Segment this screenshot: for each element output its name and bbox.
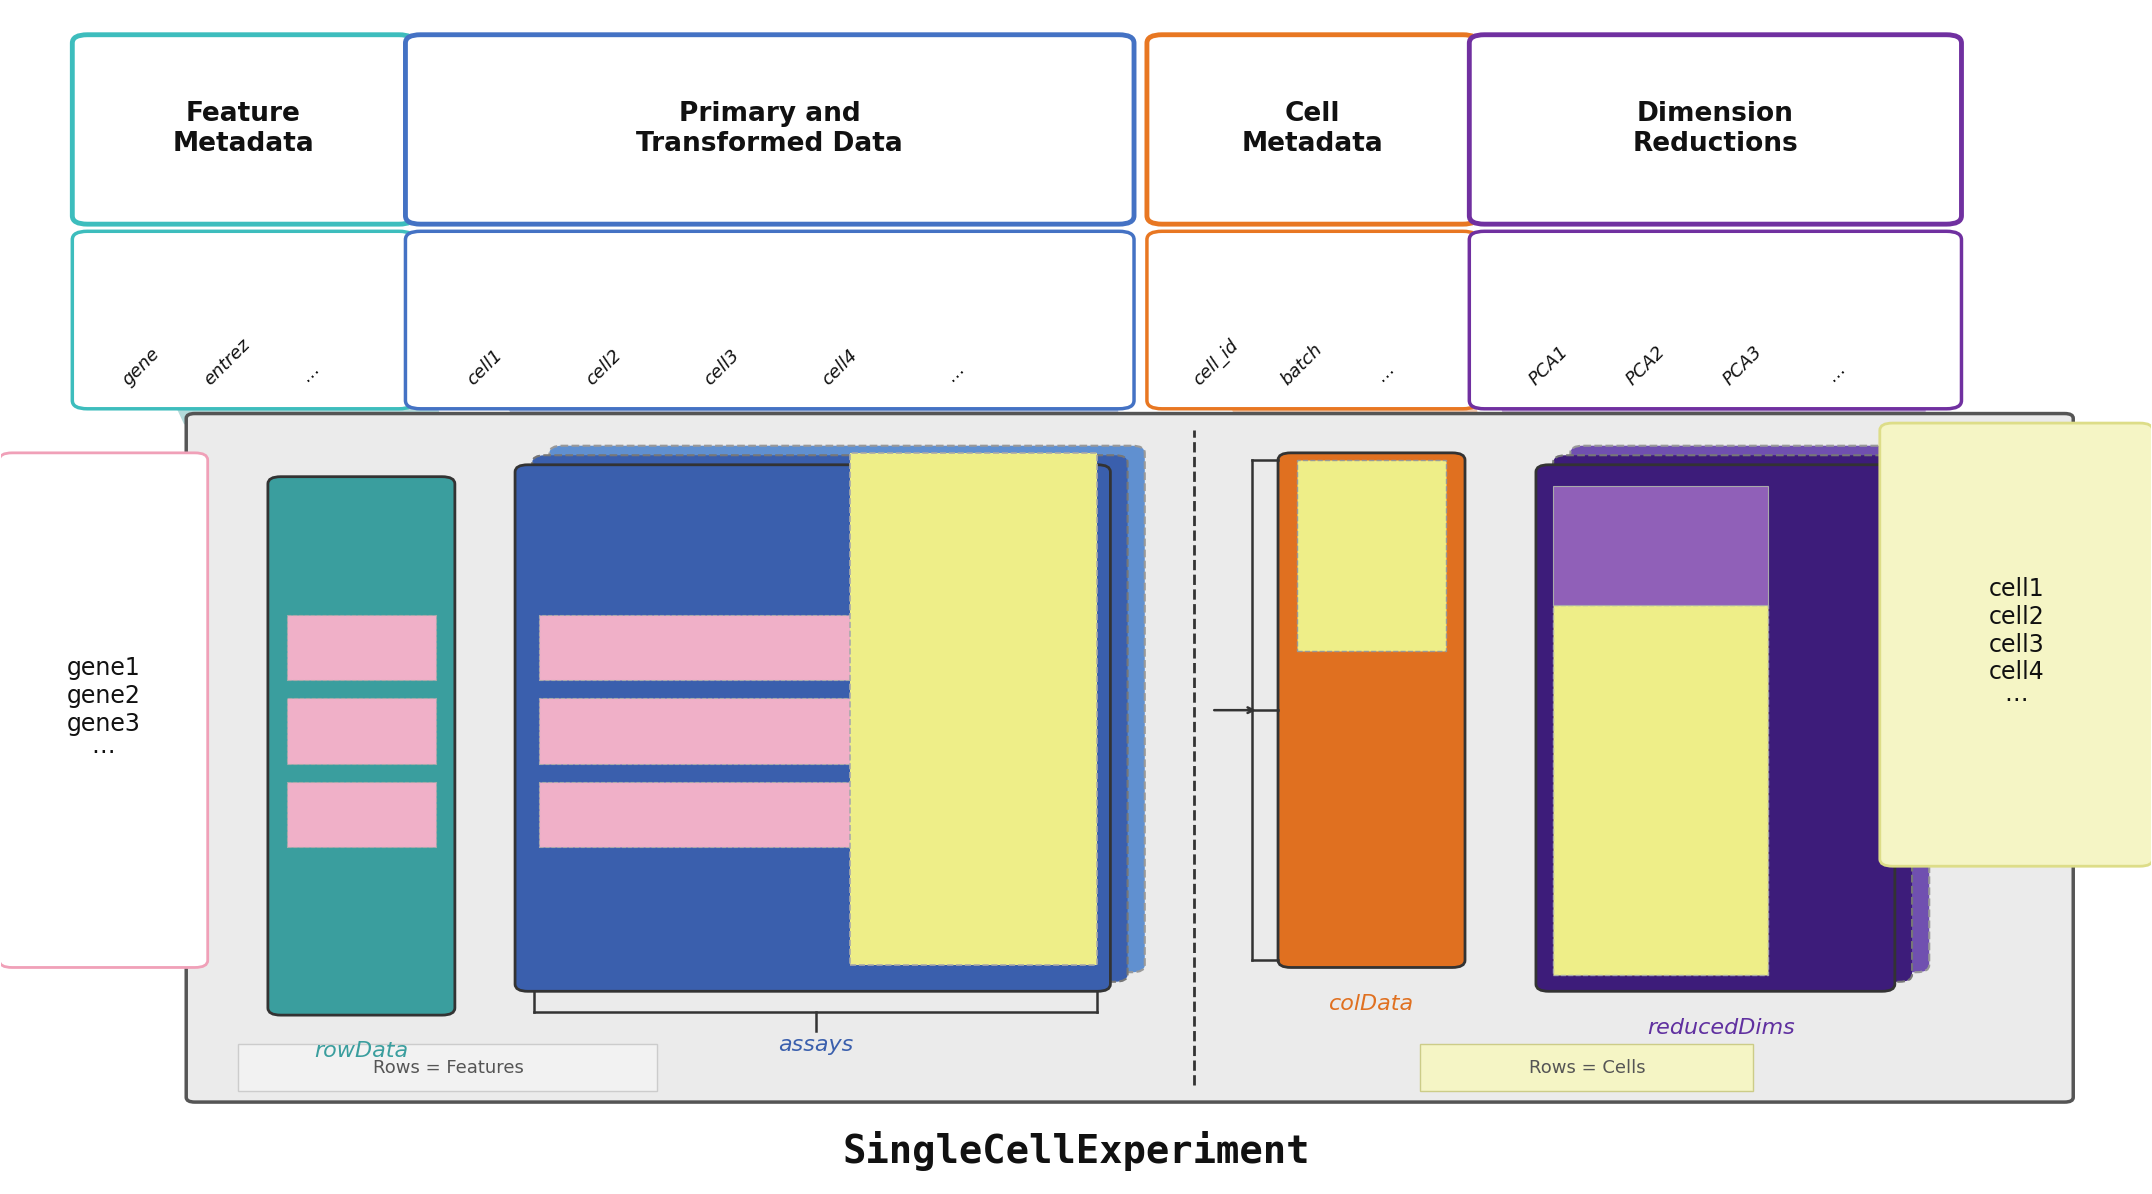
Text: PCA2: PCA2 [1623,343,1668,388]
Text: Cell
Metadata: Cell Metadata [1242,101,1384,158]
FancyBboxPatch shape [405,232,1134,408]
Bar [850,453,1098,965]
Text: ⋯: ⋯ [301,363,325,388]
FancyBboxPatch shape [0,453,209,967]
Text: colData: colData [1330,993,1414,1014]
FancyBboxPatch shape [1470,232,1960,408]
Text: cell1
cell2
cell3
cell4
⋯: cell1 cell2 cell3 cell4 ⋯ [1988,577,2044,713]
Bar [1420,1044,1754,1091]
Text: Dimension
Reductions: Dimension Reductions [1633,101,1799,158]
FancyBboxPatch shape [405,35,1134,224]
Text: Rows = Features: Rows = Features [372,1059,523,1077]
Text: cell1: cell1 [463,346,506,388]
Text: cell_id: cell_id [1190,336,1242,388]
Text: PCA1: PCA1 [1526,343,1571,388]
FancyBboxPatch shape [187,413,2072,1102]
FancyBboxPatch shape [549,445,1145,972]
FancyBboxPatch shape [532,455,1128,981]
Text: Feature
Metadata: Feature Metadata [172,101,314,158]
Text: ⋯: ⋯ [1375,363,1401,388]
FancyBboxPatch shape [1554,455,1911,981]
Text: ⋯: ⋯ [1827,363,1851,388]
Text: cell2: cell2 [581,346,624,388]
Text: reducedDims: reducedDims [1646,1017,1795,1038]
Text: assays: assays [779,1035,854,1055]
Bar [1554,605,1769,974]
Text: PCA3: PCA3 [1719,343,1765,388]
Bar [1298,460,1446,651]
Text: Primary and
Transformed Data: Primary and Transformed Data [637,101,904,158]
Text: gene1
gene2
gene3
⋯: gene1 gene2 gene3 ⋯ [67,657,140,764]
FancyBboxPatch shape [1278,453,1466,967]
Polygon shape [99,240,441,424]
Text: Rows = Cells: Rows = Cells [1530,1059,1646,1077]
FancyBboxPatch shape [1571,445,1928,972]
FancyBboxPatch shape [73,232,413,408]
Bar [286,782,435,848]
Text: ⋯: ⋯ [945,363,971,388]
Text: SingleCellExperiment: SingleCellExperiment [841,1131,1311,1171]
Text: batch: batch [1278,340,1326,388]
Bar [538,615,1087,681]
FancyBboxPatch shape [514,464,1110,991]
Text: entrez: entrez [200,336,254,388]
FancyBboxPatch shape [1537,464,1896,991]
FancyBboxPatch shape [1881,423,2152,866]
Text: gene: gene [118,344,164,388]
FancyBboxPatch shape [1470,35,1960,224]
Bar [286,615,435,681]
Polygon shape [1453,240,1935,424]
Bar [1554,486,1769,605]
Text: cell4: cell4 [818,346,861,388]
FancyBboxPatch shape [1147,35,1478,224]
Text: cell3: cell3 [699,346,742,388]
Polygon shape [1571,424,2139,559]
Text: rowData: rowData [314,1041,409,1061]
Bar [286,698,435,764]
FancyBboxPatch shape [1147,232,1478,408]
Bar [538,782,1087,848]
Polygon shape [409,240,1119,424]
Polygon shape [1173,240,1481,424]
Bar [239,1044,656,1091]
FancyBboxPatch shape [267,476,454,1015]
FancyBboxPatch shape [73,35,413,224]
Bar [538,698,1087,764]
